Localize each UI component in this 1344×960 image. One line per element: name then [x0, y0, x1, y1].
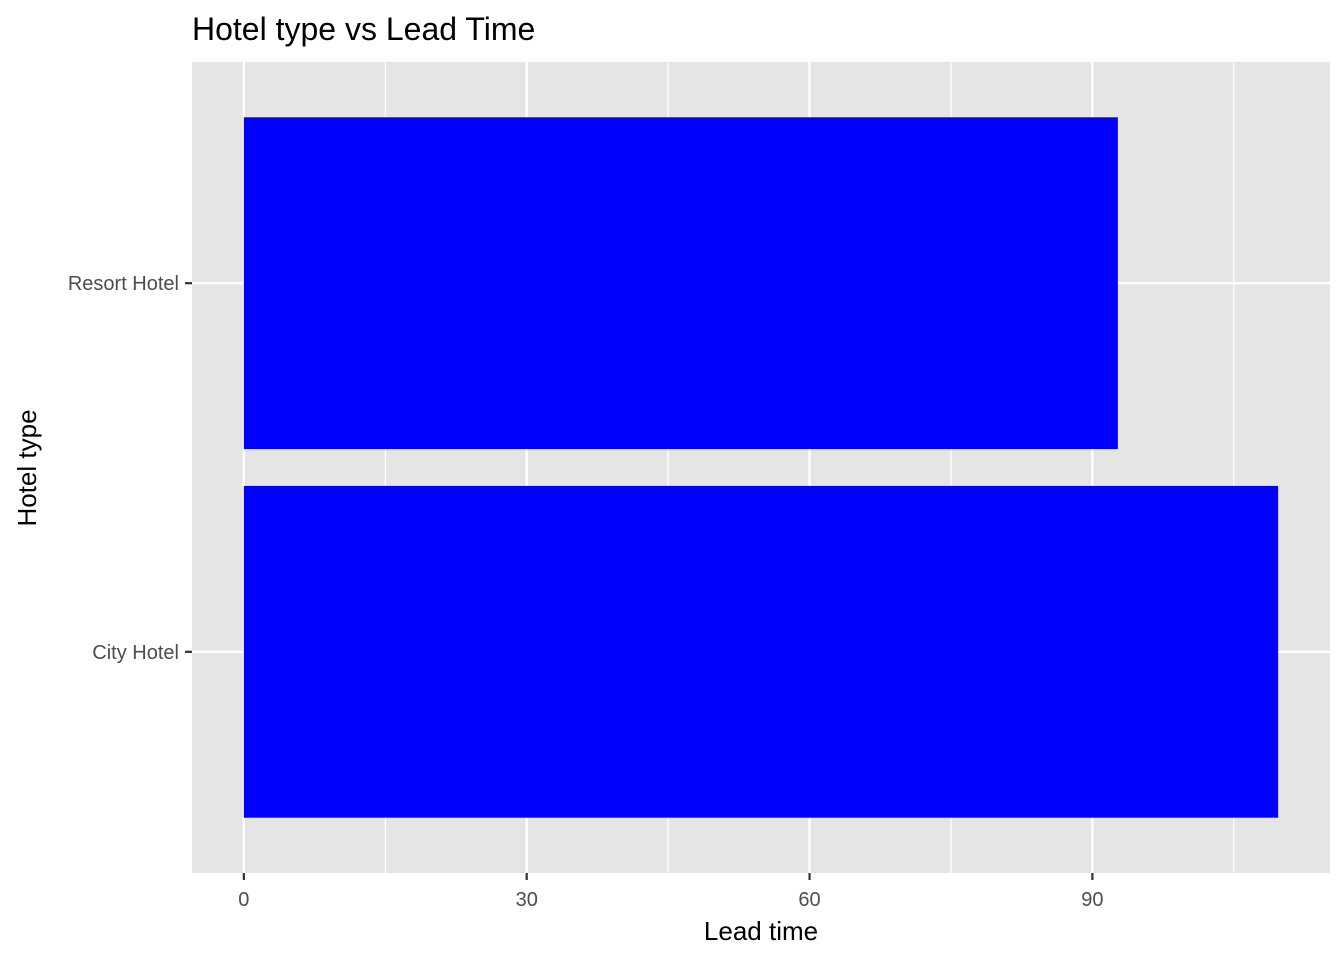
- x-tick-label: 30: [516, 889, 538, 911]
- y-axis-ticks: City Hotel Resort Hotel: [68, 273, 192, 664]
- bars-group: [243, 117, 1279, 818]
- x-axis-ticks: 0 30 60 90: [238, 873, 1104, 911]
- x-tick-label: 90: [1081, 889, 1103, 911]
- y-tick-label: Resort Hotel: [68, 273, 179, 295]
- x-tick-label: 60: [798, 889, 820, 911]
- chart-title: Hotel type vs Lead Time: [192, 11, 535, 47]
- bar-city-hotel: [243, 485, 1279, 818]
- bar-resort-hotel: [243, 117, 1118, 450]
- x-axis-title: Lead time: [704, 916, 818, 946]
- x-tick-label: 0: [238, 889, 249, 911]
- y-tick-label: City Hotel: [92, 642, 179, 664]
- y-axis-title: Hotel type: [12, 409, 42, 526]
